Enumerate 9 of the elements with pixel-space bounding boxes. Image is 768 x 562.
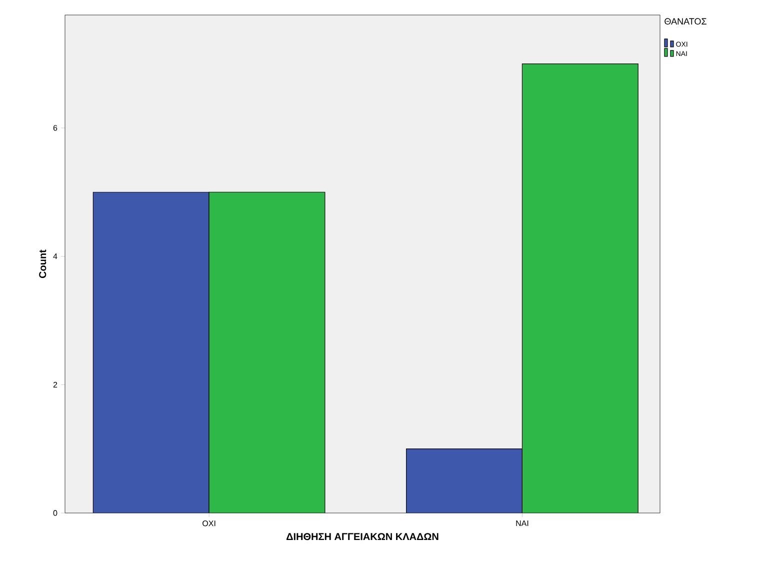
legend-title: ΘΑΝΑΤΟΣ — [664, 18, 706, 25]
x-axis-title: ΔΙΗΘΗΣΗ ΑΓΓΕΙΑΚΩΝ ΚΛΑΔΩΝ — [286, 533, 438, 540]
y-tick-label: 0 — [53, 510, 58, 516]
bar — [208, 192, 326, 513]
y-tick-label: 4 — [53, 254, 58, 260]
y-tick-label: 2 — [53, 382, 58, 388]
bar — [522, 63, 638, 513]
y-tick-label: 6 — [53, 125, 58, 131]
y-axis-title: Count — [39, 250, 46, 278]
